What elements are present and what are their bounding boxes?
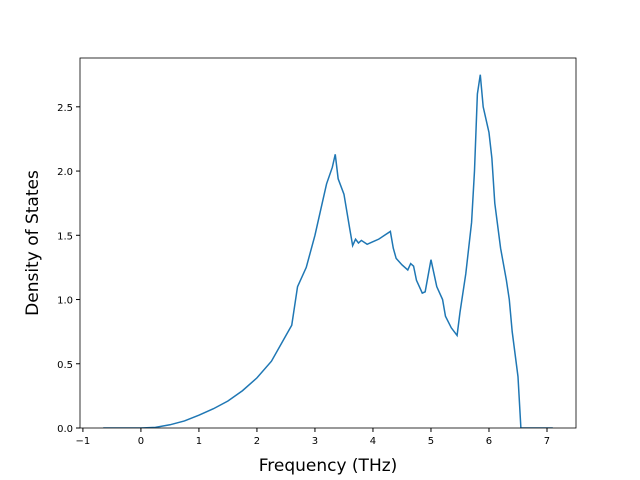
y-tick-label: 0.5 bbox=[57, 360, 73, 371]
x-tick-label: −1 bbox=[76, 436, 91, 447]
x-tick-label: 6 bbox=[486, 436, 492, 447]
y-tick-label: 1.5 bbox=[57, 231, 73, 242]
x-tick-label: 7 bbox=[544, 436, 550, 447]
x-tick-label: 0 bbox=[138, 436, 144, 447]
x-tick-label: 3 bbox=[312, 436, 318, 447]
x-axis-label: Frequency (THz) bbox=[259, 456, 398, 476]
x-tick-label: 2 bbox=[254, 436, 260, 447]
line bbox=[103, 74, 553, 428]
axes-frame bbox=[79, 57, 577, 429]
y-tick-label: 1.0 bbox=[57, 296, 73, 307]
y-tick-label: 0.0 bbox=[57, 424, 73, 435]
x-tick-label: 1 bbox=[196, 436, 202, 447]
y-axis-label: Density of States bbox=[23, 170, 43, 316]
x-tick-label: 5 bbox=[428, 436, 434, 447]
y-tick-label: 2.5 bbox=[57, 103, 73, 114]
y-tick-label: 2.0 bbox=[57, 167, 73, 178]
x-tick-label: 4 bbox=[370, 436, 376, 447]
